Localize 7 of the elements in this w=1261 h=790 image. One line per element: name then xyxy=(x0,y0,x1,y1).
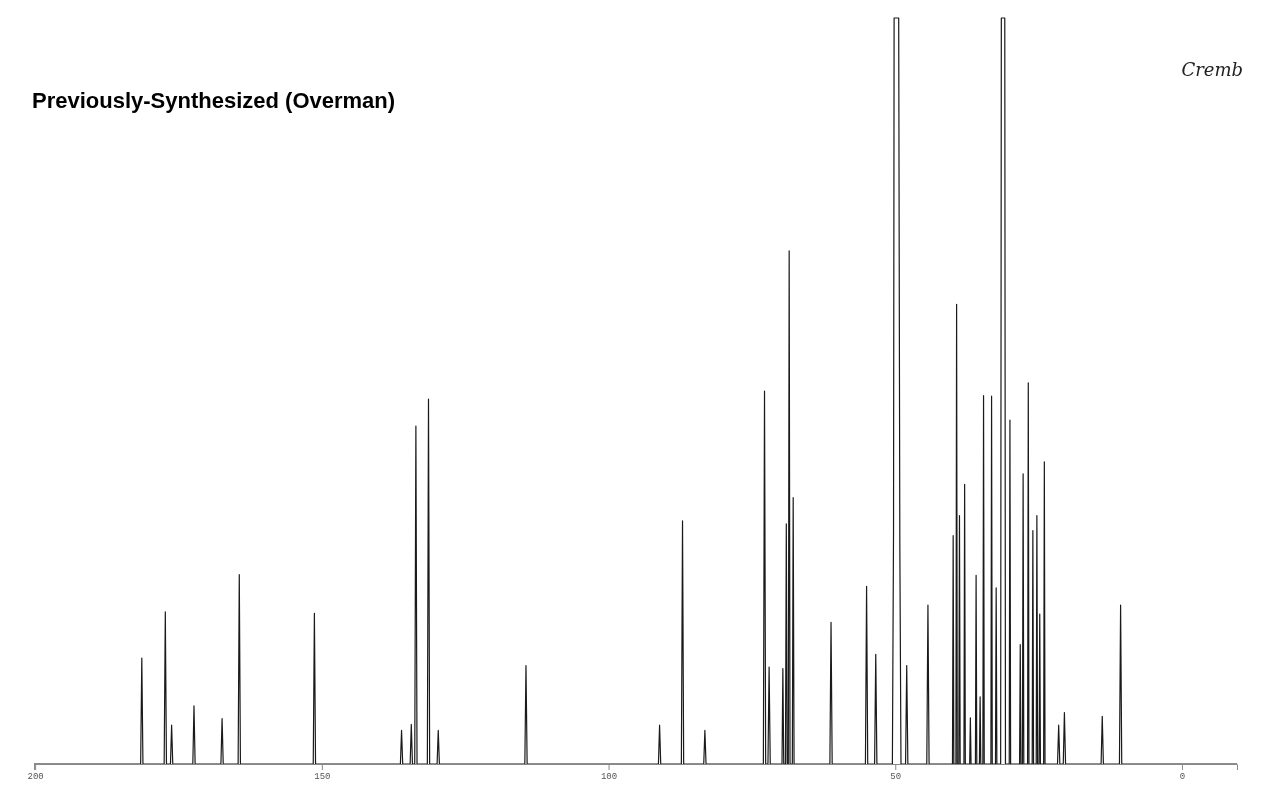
x-tick-label: 200 xyxy=(27,772,44,783)
x-tick-label: 150 xyxy=(314,772,331,783)
text: Previously-Synthesized (Overman) xyxy=(32,88,396,113)
x-tick-label: 100 xyxy=(600,772,618,783)
annotation: Cremb xyxy=(1181,59,1243,80)
x-tick-label: 0 xyxy=(1179,772,1186,783)
x-tick-label: 50 xyxy=(890,772,902,783)
